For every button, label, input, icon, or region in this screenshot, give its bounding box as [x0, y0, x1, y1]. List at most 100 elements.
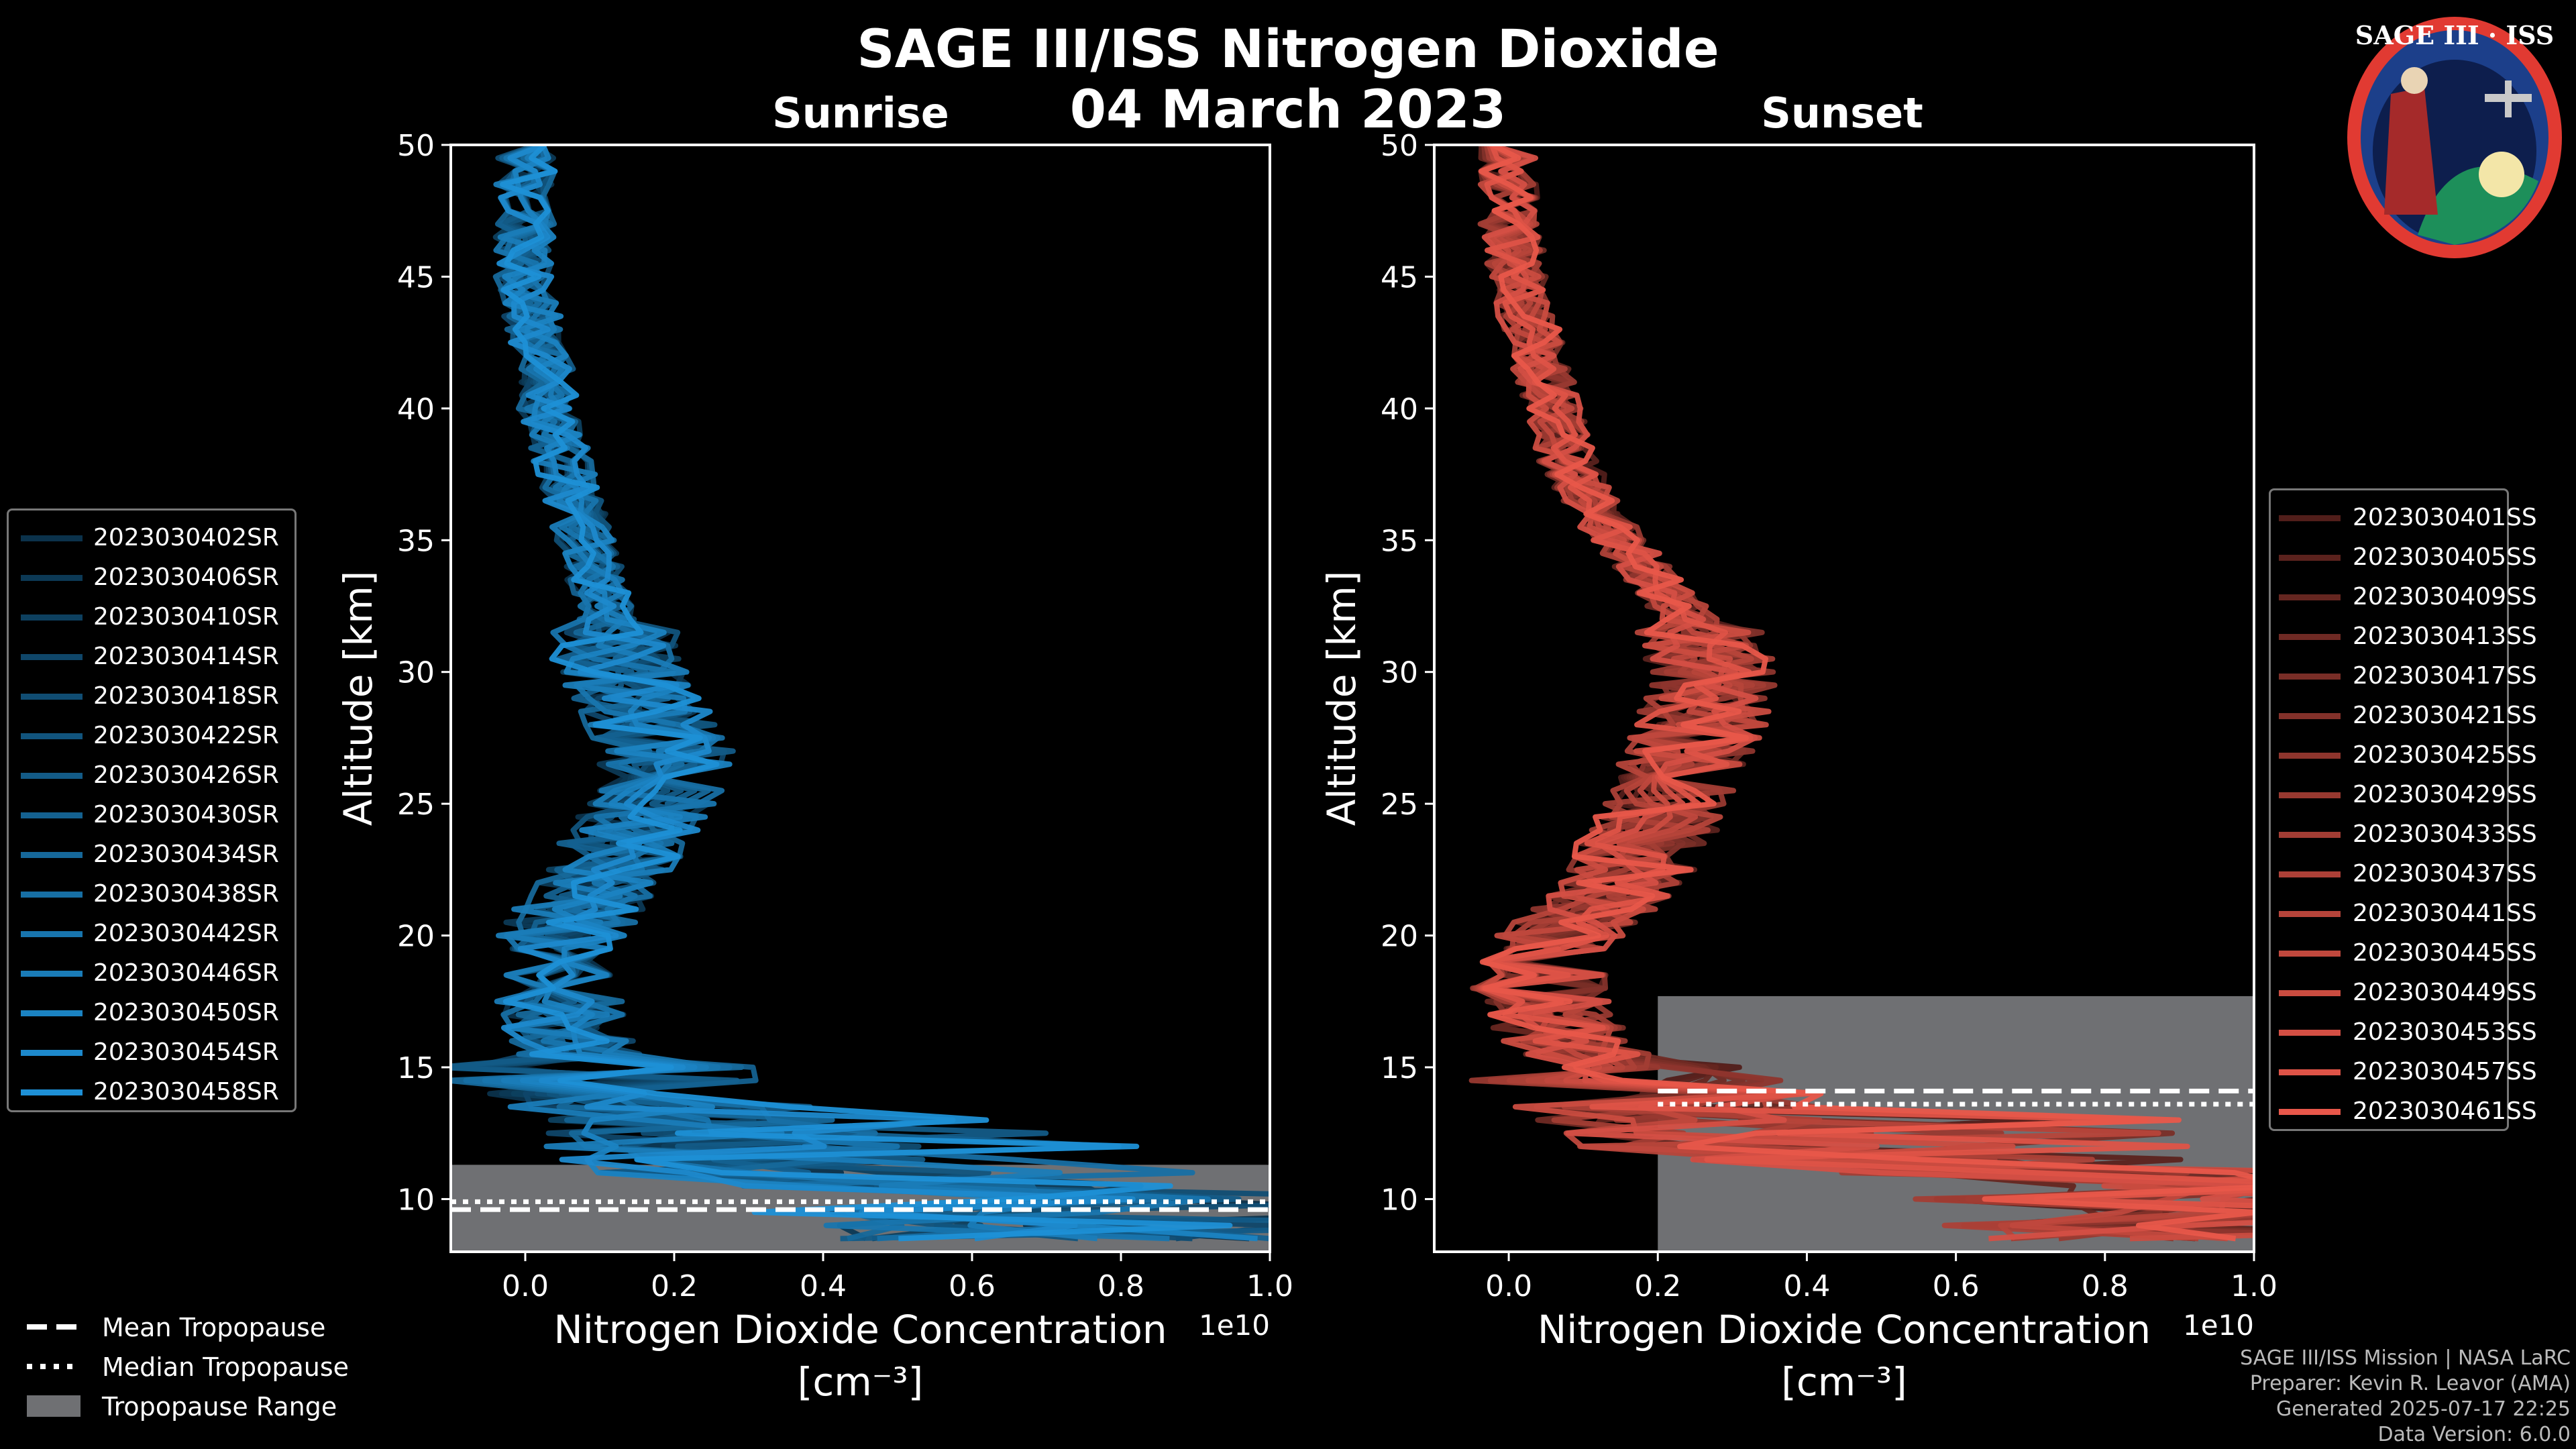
legend-item-2023030417SS: 2023030417SS: [2271, 657, 2537, 696]
legend-swatch: [21, 535, 83, 541]
x-tick-label: 1.0: [1246, 1269, 1293, 1303]
legend-label: 2023030453SS: [2353, 1018, 2537, 1046]
legend-label: 2023030405SS: [2353, 543, 2537, 571]
legend-swatch: [21, 1050, 83, 1056]
legend-item-2023030405SS: 2023030405SS: [2271, 538, 2537, 577]
x-scale-note: 1e10: [1199, 1309, 1270, 1342]
legend-swatch: [21, 931, 83, 937]
legend-swatch: [21, 575, 83, 581]
footer-generated: Generated 2025-07-17 22:25: [2275, 1397, 2571, 1421]
footer-credits: SAGE III/ISS Mission | NASA LaRC Prepare…: [2240, 1346, 2571, 1448]
y-tick-label: 50: [397, 129, 435, 163]
x-tick-label: 0.2: [651, 1269, 698, 1303]
legend-swatch: [2279, 951, 2341, 957]
y-tick-label: 40: [397, 392, 435, 427]
legend-label: 2023030414SR: [93, 643, 279, 670]
y-axis-label: Altitude [km]: [335, 571, 381, 826]
legend-swatch: [2279, 1030, 2341, 1036]
panel-subtitle-sunset: Sunset: [1761, 89, 1923, 138]
y-tick-label: 20: [1381, 920, 1418, 954]
legend-item-2023030426SR: 2023030426SR: [9, 756, 294, 795]
legend-label: 2023030410SR: [93, 603, 279, 631]
legend-swatch: [21, 694, 83, 700]
legend-item-2023030418SR: 2023030418SR: [9, 677, 294, 716]
legend-item-2023030429SS: 2023030429SS: [2271, 775, 2537, 814]
y-tick-label: 15: [1381, 1051, 1418, 1085]
sunrise-series-legend: 2023030402SR 2023030406SR 2023030410SR 2023…: [7, 508, 297, 1112]
legend-item-2023030445SS: 2023030445SS: [2271, 934, 2537, 973]
legend-label: 2023030458SR: [93, 1078, 279, 1106]
legend-item-2023030433SS: 2023030433SS: [2271, 815, 2537, 854]
x-tick-label: 0.0: [1485, 1269, 1532, 1303]
profile-line-2023030445SS: [1477, 145, 2229, 1242]
legend-label: 2023030430SR: [93, 801, 279, 828]
x-tick-label: 0.6: [949, 1269, 996, 1303]
legend-item-2023030434SR: 2023030434SR: [9, 835, 294, 874]
plot-area: [1468, 145, 2254, 1252]
legend-item-2023030441SS: 2023030441SS: [2271, 894, 2537, 933]
legend-label: 2023030434SR: [93, 841, 279, 868]
legend-swatch: [2279, 515, 2341, 521]
y-tick-label: 25: [397, 788, 435, 822]
legend-swatch: [2279, 871, 2341, 877]
legend-label: 2023030422SR: [93, 722, 279, 749]
legend-swatch: [2279, 911, 2341, 917]
plot-area: [451, 145, 1270, 1252]
legend-label: 2023030418SR: [93, 682, 279, 710]
figure-title: SAGE III/ISS Nitrogen Dioxide: [857, 19, 1719, 80]
median-tropopause-label: Median Tropopause: [102, 1352, 349, 1382]
legend-label: 2023030426SR: [93, 761, 279, 789]
logo-wordmark: SAGE III · ISS: [2355, 20, 2555, 50]
x-tick-label: 0.0: [502, 1269, 549, 1303]
x-tick-label: 0.8: [1097, 1269, 1144, 1303]
profile-line-2023030453SS: [1479, 145, 2254, 1242]
legend-item-2023030414SR: 2023030414SR: [9, 637, 294, 676]
x-tick-label: 0.4: [1783, 1269, 1830, 1303]
y-tick-label: 15: [397, 1051, 435, 1085]
legend-swatch: [2279, 792, 2341, 798]
x-tick-label: 1.0: [2231, 1269, 2277, 1303]
x-tick-label: 0.2: [1634, 1269, 1681, 1303]
legend-label: 2023030437SS: [2353, 860, 2537, 888]
legend-label: 2023030445SS: [2353, 939, 2537, 967]
sunset-series-legend: 2023030401SS 2023030405SS 2023030409SS 2023…: [2269, 488, 2537, 1131]
y-tick-label: 10: [397, 1183, 435, 1217]
y-tick-label: 40: [1381, 392, 1418, 427]
profile-line-2023030458SR: [500, 145, 1233, 1242]
legend-label: 2023030433SS: [2353, 820, 2537, 848]
legend-item-2023030437SS: 2023030437SS: [2271, 855, 2537, 894]
legend-swatch: [2279, 555, 2341, 561]
legend-label: 2023030442SR: [93, 920, 279, 947]
figure-date: 04 March 2023: [1070, 80, 1506, 140]
y-tick-label: 45: [397, 260, 435, 294]
legend-item-2023030449SS: 2023030449SS: [2271, 973, 2537, 1012]
sunrise-plot: 10 15 20 25 30 35 40 45 50 0.0 0.2 0.4 0.6 0.8 1.0 1e10…: [335, 129, 1293, 1405]
y-tick-label: 30: [1381, 656, 1418, 690]
profile-line-2023030457SS: [1481, 145, 2254, 1209]
legend-item-2023030438SR: 2023030438SR: [9, 875, 294, 914]
plot-frame: [449, 144, 1271, 1253]
legend-swatch: [2279, 990, 2341, 996]
y-tick-label: 35: [397, 524, 435, 558]
tropopause-range-swatch: [27, 1395, 80, 1417]
x-axis-unit: [cm⁻³]: [798, 1359, 924, 1405]
legend-label: 2023030438SR: [93, 880, 279, 908]
y-tick-label: 35: [1381, 524, 1418, 558]
legend-swatch: [2279, 713, 2341, 719]
x-axis-unit: [cm⁻³]: [1781, 1359, 1907, 1405]
legend-label: 2023030417SS: [2353, 662, 2537, 690]
legend-swatch: [21, 733, 83, 739]
legend-label: 2023030454SR: [93, 1038, 279, 1066]
legend-item-2023030410SR: 2023030410SR: [9, 598, 294, 637]
sunset-plot: 10 15 20 25 30 35 40 45 50 0.0 0.2 0.4 0.6 0.8 1.0 1e10…: [1319, 129, 2277, 1405]
legend-item-2023030461SS: 2023030461SS: [2271, 1092, 2537, 1131]
legend-item-2023030453SS: 2023030453SS: [2271, 1013, 2537, 1052]
y-tick-label: 10: [1381, 1183, 1418, 1217]
profile-line-2023030449SS: [1478, 145, 2254, 1242]
legend-swatch: [2279, 674, 2341, 680]
legend-label: 2023030401SS: [2353, 504, 2537, 531]
legend-swatch: [21, 1010, 83, 1016]
footer-preparer: Preparer: Kevin R. Leavor (AMA): [2249, 1372, 2571, 1395]
y-tick-label: 25: [1381, 788, 1418, 822]
